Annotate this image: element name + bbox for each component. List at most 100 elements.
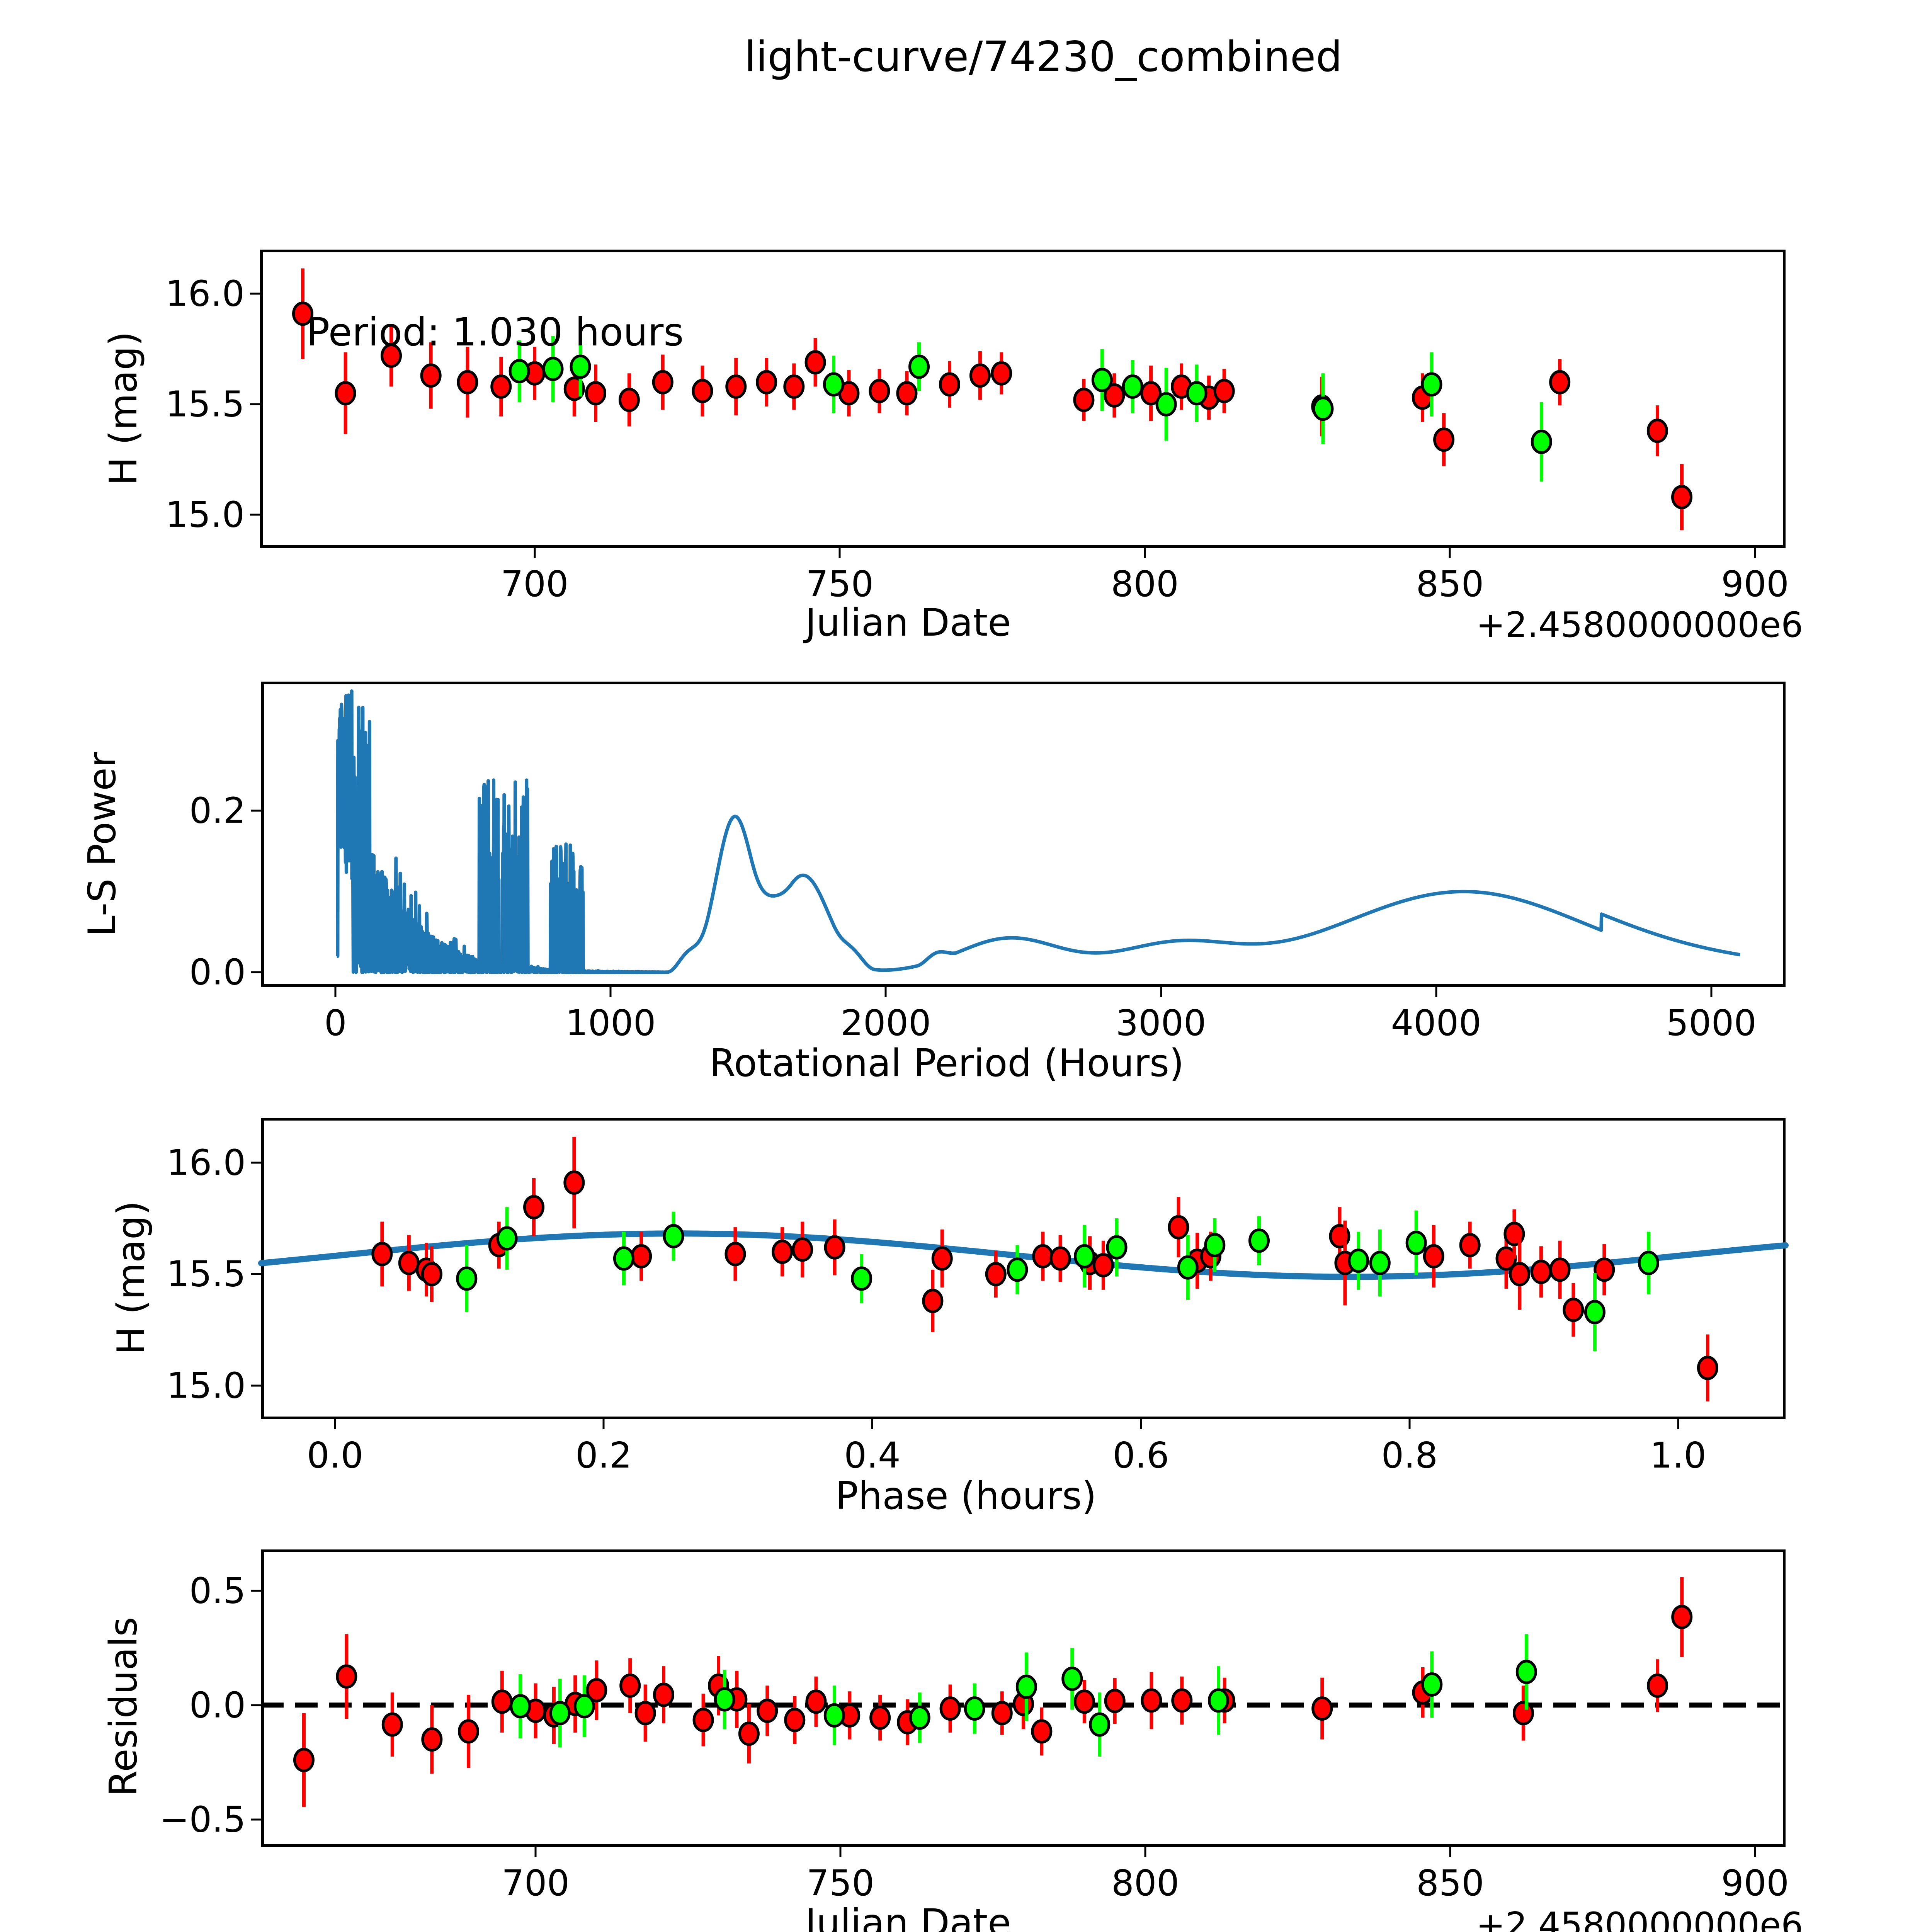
x-tick-mark: [534, 1847, 537, 1857]
data-point-marker: [804, 350, 826, 375]
x-tick-mark: [839, 1847, 842, 1857]
x-tick-mark: [1408, 1419, 1411, 1429]
data-point-marker: [1584, 1300, 1605, 1325]
y-tick-mark: [251, 1590, 261, 1592]
data-point-marker: [1348, 1248, 1369, 1273]
residuals-offset-text: +2.4580000000e6: [1476, 1905, 1803, 1932]
x-tick-mark: [884, 987, 887, 997]
data-point-marker: [1122, 374, 1143, 399]
x-tick-label: 850: [1416, 563, 1484, 605]
data-point-marker: [458, 1719, 480, 1744]
data-point-marker: [772, 1240, 793, 1264]
data-point-marker: [964, 1696, 985, 1721]
x-tick-label: 5000: [1666, 1002, 1757, 1044]
data-point-marker: [985, 1262, 1007, 1286]
data-point-marker: [1549, 1257, 1571, 1282]
data-point-marker: [1155, 392, 1177, 417]
data-point-marker: [573, 1694, 595, 1719]
data-point-marker: [542, 357, 564, 381]
data-point-marker: [851, 1266, 872, 1291]
x-tick-mark: [1449, 548, 1451, 558]
x-tick-mark: [1710, 987, 1713, 997]
y-tick-mark: [251, 810, 261, 812]
y-tick-mark: [251, 971, 261, 973]
data-point-marker: [1638, 1251, 1659, 1276]
data-point-marker: [371, 1242, 393, 1266]
residuals-plot-area: [261, 1577, 1786, 1807]
data-point-marker: [1007, 1257, 1028, 1282]
data-point-marker: [490, 374, 512, 399]
data-point-marker: [1141, 1688, 1162, 1713]
periodogram-plot-area: [335, 689, 1742, 974]
y-tick-mark: [251, 1273, 261, 1275]
data-point-marker: [549, 1701, 571, 1725]
data-point-marker: [714, 1687, 735, 1712]
y-tick-mark: [251, 1162, 261, 1164]
data-point-marker: [1421, 1672, 1443, 1697]
x-tick-label: 2000: [840, 1002, 931, 1044]
data-point-marker: [421, 1262, 442, 1286]
data-point-marker: [457, 370, 478, 395]
data-point-marker: [1312, 396, 1334, 421]
data-point-marker: [421, 1727, 443, 1752]
x-tick-mark: [1160, 987, 1162, 997]
data-point-marker: [991, 1701, 1013, 1725]
data-point-marker: [336, 1664, 357, 1689]
y-tick-label: 15.0: [167, 1365, 246, 1406]
x-tick-mark: [1435, 987, 1437, 997]
period-annotation: Period: 1.030 hours: [306, 310, 684, 355]
data-point-marker: [824, 1235, 845, 1260]
x-tick-mark: [1449, 1847, 1451, 1857]
axes-frame-periodogram: [261, 682, 1786, 987]
x-tick-label: 0.4: [844, 1435, 901, 1476]
light-curve-offset-text: +2.4580000000e6: [1476, 605, 1803, 645]
x-tick-mark: [838, 548, 841, 558]
x-tick-label: 0.0: [307, 1435, 364, 1476]
y-tick-label: −0.5: [159, 1799, 246, 1840]
x-tick-mark: [1754, 1847, 1756, 1857]
data-point-marker: [1213, 379, 1235, 403]
y-tick-mark: [251, 1818, 261, 1821]
series-green: [456, 1207, 1659, 1351]
data-point-marker: [585, 381, 607, 406]
data-point-marker: [1423, 1244, 1444, 1269]
data-point-marker: [292, 301, 314, 326]
phase-folded-x-axis-label: Phase (hours): [835, 1474, 1097, 1518]
data-point-marker: [969, 363, 991, 388]
data-point-marker: [931, 1246, 953, 1271]
data-point-marker: [1177, 1255, 1199, 1280]
data-point-marker: [1049, 1246, 1071, 1271]
data-point-marker: [335, 381, 356, 406]
data-point-marker: [1168, 1215, 1189, 1240]
data-point-marker: [1594, 1257, 1615, 1282]
data-point-marker: [1032, 1244, 1054, 1269]
x-tick-mark: [1754, 548, 1756, 558]
y-tick-label: 0.5: [189, 1570, 246, 1612]
phase-folded-plot-area: [258, 1137, 1789, 1401]
x-tick-mark: [1144, 548, 1146, 558]
series-green: [509, 336, 1552, 482]
y-tick-mark: [251, 1704, 261, 1706]
data-point-marker: [823, 372, 844, 397]
data-point-marker: [1531, 430, 1552, 454]
data-point-marker: [618, 388, 640, 412]
panel-light-curve: Period: 1.030 hours: [260, 250, 1786, 548]
data-point-marker: [652, 370, 673, 395]
data-point-marker: [381, 343, 402, 368]
data-point-marker: [420, 363, 442, 388]
y-tick-label: 15.0: [165, 494, 245, 536]
data-point-marker: [1091, 367, 1113, 392]
data-point-marker: [293, 1748, 315, 1772]
x-tick-mark: [871, 1419, 873, 1429]
x-tick-label: 0.6: [1112, 1435, 1169, 1476]
x-tick-label: 750: [806, 1862, 874, 1904]
data-point-marker: [869, 379, 890, 403]
series-red: [293, 1577, 1693, 1807]
data-point-marker: [1104, 1689, 1126, 1713]
panel-residuals: [261, 1549, 1786, 1847]
data-point-marker: [1433, 427, 1455, 452]
x-tick-label: 0.8: [1381, 1435, 1438, 1476]
x-tick-mark: [1677, 1419, 1679, 1429]
data-point-marker: [1646, 418, 1668, 443]
data-point-marker: [1015, 1674, 1037, 1699]
